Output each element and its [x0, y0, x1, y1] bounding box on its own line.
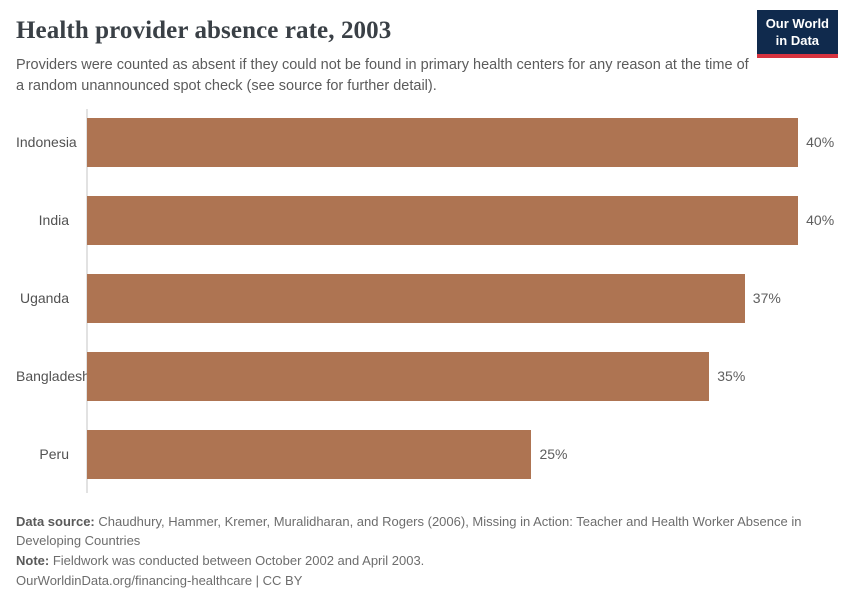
category-label: India [38, 212, 69, 228]
value-label: 40% [806, 212, 835, 228]
data-source-text: Chaudhury, Hammer, Kremer, Muralidharan,… [16, 513, 802, 549]
bar-uganda[interactable] [87, 273, 745, 323]
chart-header: Health provider absence rate, 2003 Provi… [0, 0, 850, 97]
bar-peru[interactable] [87, 429, 532, 479]
owid-logo[interactable]: Our World in Data [756, 10, 838, 58]
chart-subtitle: Providers were counted as absent if they… [16, 56, 749, 94]
bar-chart: Indonesia 40% India 40% Uganda 37% Bangladesh 3… [16, 108, 835, 493]
category-label: Peru [39, 446, 69, 462]
note-text: Fieldwork was conducted between October … [52, 553, 425, 568]
owid-logo-line1: Our World [765, 16, 829, 31]
bar-row: Bangladesh 35% [16, 351, 834, 401]
bar-row: India 40% [16, 195, 835, 245]
bar-track: 25% [87, 429, 834, 479]
value-label: 40% [806, 134, 835, 150]
data-source-line: Data source: Chaudhury, Hammer, Kremer, … [16, 512, 808, 552]
attribution-link[interactable]: OurWorldinData.org/financing-healthcare … [16, 572, 303, 588]
value-label: 37% [752, 290, 781, 306]
value-label: 35% [717, 368, 746, 384]
value-label: 25% [539, 446, 568, 462]
data-source-label: Data source: [16, 513, 95, 529]
chart-footer: Data source: Chaudhury, Hammer, Kremer, … [16, 512, 834, 591]
bar-track: 40% [87, 117, 835, 167]
category-label: Bangladesh [16, 368, 90, 384]
bar-track: 37% [87, 273, 834, 323]
note-label: Note: [16, 553, 50, 568]
note-line: Note: Fieldwork was conducted between Oc… [16, 551, 808, 571]
bar-rows: Indonesia 40% India 40% Uganda 37% Bangladesh 3… [16, 117, 835, 479]
page-title: Health provider absence rate, 2003 [16, 17, 392, 44]
bar-row: Uganda 37% [16, 273, 834, 323]
bar-row: Indonesia 40% [16, 117, 835, 167]
category-label: Uganda [19, 290, 69, 306]
bar-bangladesh[interactable] [87, 351, 710, 401]
bar-india[interactable] [87, 195, 799, 245]
bar-track: 40% [87, 195, 835, 245]
bar-track: 35% [87, 351, 834, 401]
category-label: Indonesia [16, 134, 77, 150]
bar-indonesia[interactable] [87, 117, 799, 167]
attribution-line: OurWorldinData.org/financing-healthcare … [16, 571, 808, 591]
owid-logo-line2: in Data [775, 32, 820, 48]
bar-row: Peru 25% [16, 429, 834, 479]
